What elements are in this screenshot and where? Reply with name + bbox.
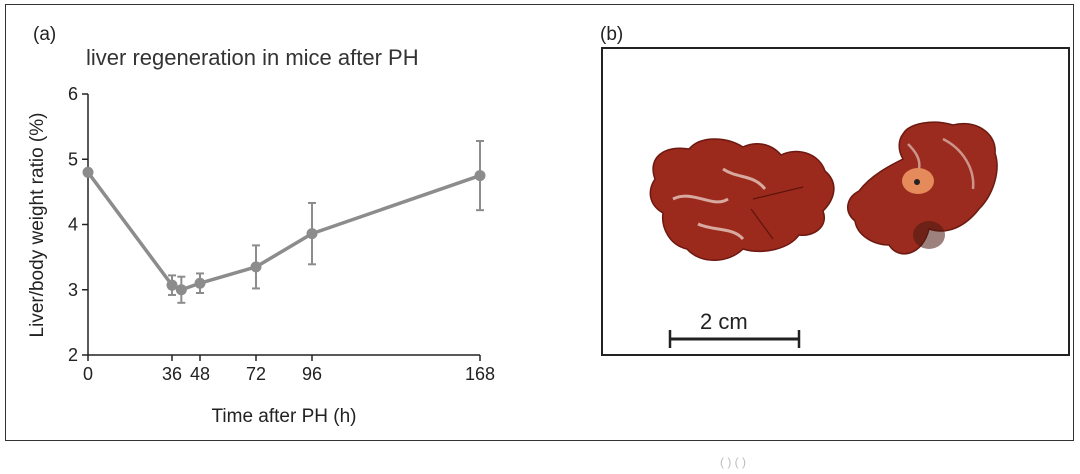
liver-photo-illustration [649, 121, 998, 261]
x-tick-label: 36 [162, 364, 182, 384]
y-tick-label: 4 [68, 215, 78, 235]
y-tick-label: 5 [68, 149, 78, 169]
data-point [82, 166, 94, 178]
chart-axes: 2 3 4 5 6 0 36 48 72 96 168 [68, 84, 495, 384]
x-tick-label: 0 [83, 364, 93, 384]
panel-b-label: (b) [600, 24, 624, 45]
x-tick-label: 96 [302, 364, 322, 384]
data-point [250, 261, 262, 273]
y-tick-label: 6 [68, 84, 78, 104]
x-axis-label: Time after PH (h) [212, 406, 357, 427]
panel-a-label: (a) [33, 24, 57, 45]
data-point [166, 279, 178, 291]
data-point [194, 277, 206, 289]
chart-title: liver regeneration in mice after PH [86, 45, 419, 70]
chart-marks [82, 139, 486, 304]
data-point [306, 228, 318, 240]
y-axis-label: Liver/body weight ratio (%) [27, 113, 48, 338]
series-line [86, 171, 481, 292]
y-tick-label: 2 [68, 345, 78, 365]
scale-bar-label: 2 cm [700, 309, 748, 334]
x-tick-label: 168 [465, 364, 495, 384]
data-point [474, 170, 486, 182]
liver-photo [601, 47, 1070, 356]
y-tick-label: 3 [68, 280, 78, 300]
bottom-note: ( ) ( ) [720, 455, 746, 469]
liver-right-shape [847, 121, 998, 255]
x-tick-label: 72 [246, 364, 266, 384]
data-point [175, 284, 187, 296]
x-tick-label: 48 [190, 364, 210, 384]
liver-left-shape [649, 138, 835, 261]
